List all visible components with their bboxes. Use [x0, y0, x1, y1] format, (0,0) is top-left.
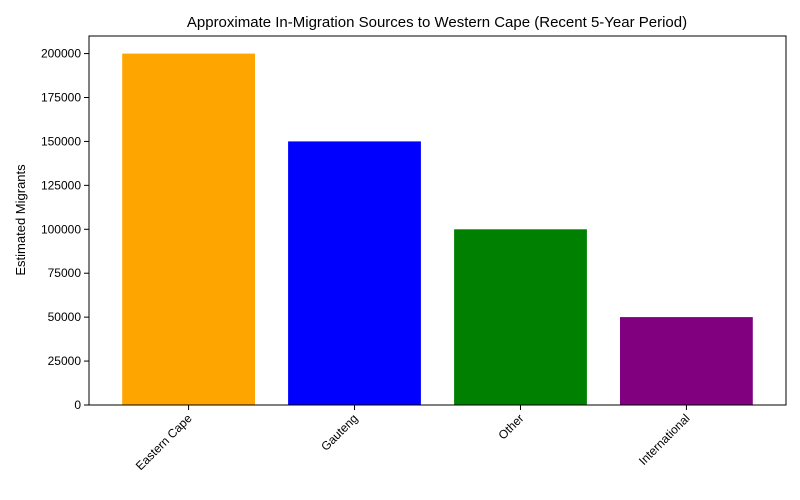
y-tick-label: 0 [74, 398, 81, 412]
y-tick-label: 150000 [41, 134, 81, 148]
y-tick-label: 175000 [41, 91, 81, 105]
x-axis: Eastern Cape Gauteng Other International [133, 405, 693, 473]
y-tick-label: 100000 [41, 222, 81, 236]
bars-group [122, 53, 753, 405]
bar-eastern-cape [122, 53, 255, 405]
bar-international [620, 317, 753, 405]
y-tick-label: 25000 [48, 354, 82, 368]
bar-other [454, 229, 587, 405]
y-tick-label: 75000 [48, 266, 82, 280]
y-tick-label: 200000 [41, 47, 81, 61]
chart-title: Approximate In-Migration Sources to West… [187, 14, 687, 31]
x-tick-label: Eastern Cape [133, 411, 195, 473]
y-axis-label: Estimated Migrants [13, 164, 28, 276]
x-tick-label: Other [495, 411, 526, 442]
y-axis: 0 25000 50000 75000 100000 125000 150000 175000… [41, 47, 89, 412]
x-tick-label: Gauteng [318, 411, 360, 453]
plot-frame [88, 35, 787, 406]
bar-gauteng [288, 141, 421, 405]
y-tick-label: 125000 [41, 178, 81, 192]
y-tick-label: 50000 [48, 310, 82, 324]
x-tick-label: International [636, 411, 693, 468]
